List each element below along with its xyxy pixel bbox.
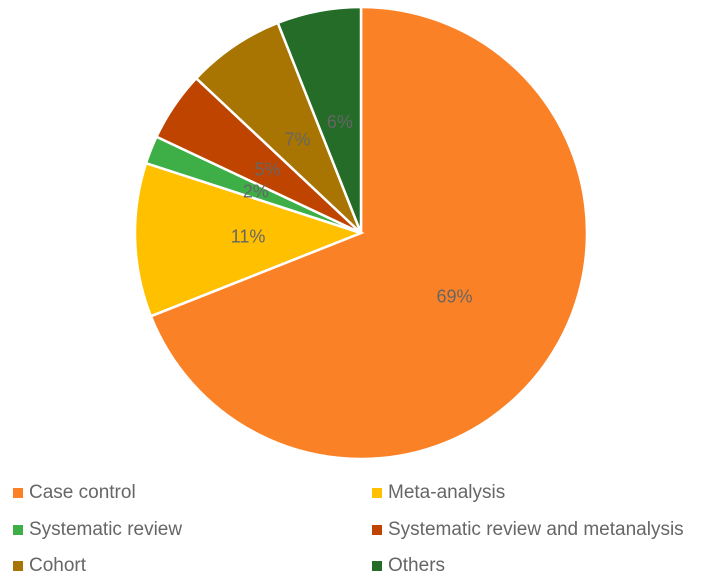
data-label-others: 6% <box>327 112 353 132</box>
data-label-meta-analysis: 11% <box>231 227 266 247</box>
legend-label: Case control <box>29 482 136 503</box>
legend-item-cohort: Cohort <box>13 555 86 577</box>
data-label-cohort: 7% <box>284 130 310 150</box>
legend-label: Meta-analysis <box>388 482 506 503</box>
legend-item-systematic-review-and-metanalysis: Systematic review and metanalysis <box>372 519 684 541</box>
legend-label: Systematic review <box>29 519 183 540</box>
legend-label: Systematic review and metanalysis <box>388 519 684 540</box>
legend-swatch <box>372 488 382 498</box>
slice-meta-analysis <box>133 161 365 318</box>
data-label-case-control: 69% <box>436 287 472 307</box>
data-label-systematic-review-and-metanalysis: 5% <box>255 159 281 179</box>
legend-label: Others <box>388 555 446 576</box>
slice-case-control <box>149 5 589 461</box>
legend-swatch <box>13 561 23 571</box>
pie-chart: 69% 11% 2%5%7% 6% <box>133 5 589 461</box>
legend-swatch <box>13 525 23 535</box>
slice-others <box>276 5 363 234</box>
legend-label: Cohort <box>29 555 87 576</box>
legend-item-systematic-review: Systematic review <box>13 519 182 541</box>
legend-swatch <box>372 561 382 571</box>
data-label-systematic-review: 2% <box>243 181 269 201</box>
legend-item-case-control: Case control <box>13 482 136 504</box>
legend-item-others: Others <box>372 555 445 577</box>
legend-swatch <box>13 488 23 498</box>
legend-swatch <box>372 525 382 535</box>
legend-item-meta-analysis: Meta-analysis <box>372 482 505 504</box>
